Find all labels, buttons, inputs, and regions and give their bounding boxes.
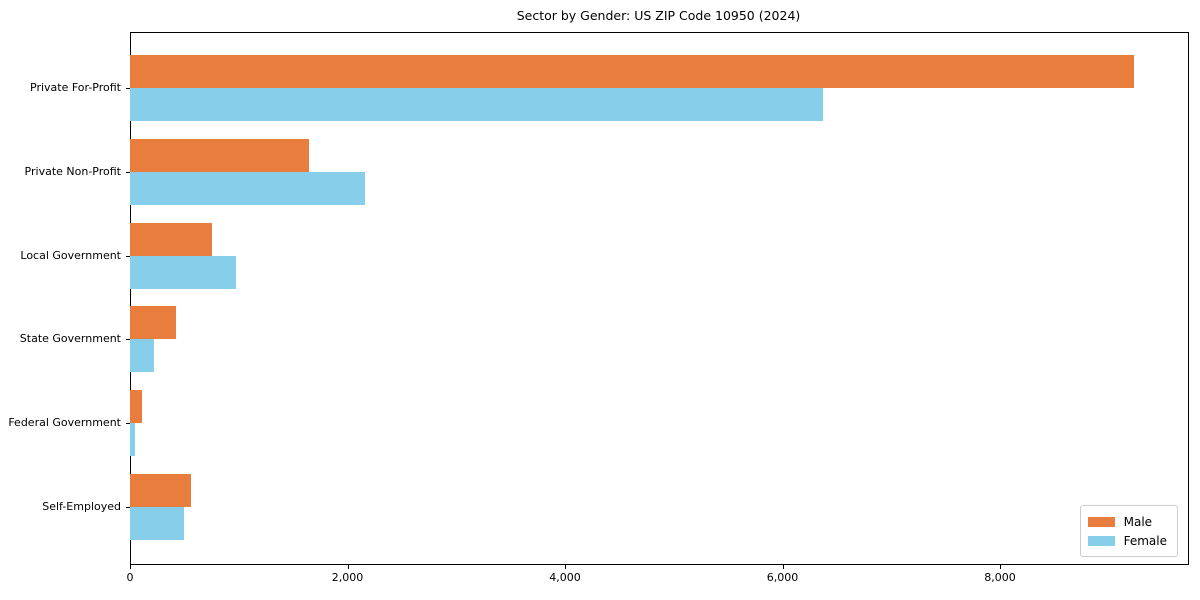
- y-tick-label-self-employed: Self-Employed: [42, 500, 121, 513]
- bar-female-state-government: [130, 339, 154, 373]
- x-tick-label-6-000: 6,000: [766, 571, 799, 584]
- y-tick-mark-self-employed: [126, 507, 130, 508]
- y-tick-mark-private-for-profit: [126, 88, 130, 89]
- bar-male-local-government: [130, 222, 213, 256]
- legend-swatch-male: [1087, 516, 1115, 527]
- y-tick-mark-state-government: [126, 339, 130, 341]
- chart-title: Sector by Gender: US ZIP Code 10950 (202…: [516, 8, 801, 23]
- x-tick-label-0: 0: [126, 571, 134, 584]
- y-tick-mark-private-non-profit: [126, 171, 130, 173]
- bar-male-self-employed: [130, 474, 191, 507]
- legend-label-male: Male: [1123, 514, 1153, 529]
- y-tick-label-state-government: State Government: [19, 332, 121, 346]
- y-tick-label-federal-government: Federal Government: [8, 416, 121, 430]
- x-tick-label-2-000: 2,000: [331, 571, 364, 584]
- legend-row-male: Male: [1087, 512, 1167, 531]
- bar-female-local-government: [130, 255, 236, 289]
- x-tick-mark-4-000: [565, 565, 566, 569]
- bar-male-private-non-profit: [130, 138, 310, 172]
- legend: Male Female: [1079, 505, 1178, 557]
- bar-female-self-employed: [130, 507, 185, 540]
- x-tick-mark-2-000: [347, 565, 349, 569]
- legend-label-female: Female: [1123, 533, 1167, 548]
- bar-male-federal-government: [130, 390, 142, 424]
- y-tick-label-local-government: Local Government: [20, 248, 121, 262]
- bar-female-federal-government: [130, 423, 136, 457]
- y-tick-mark-local-government: [126, 255, 130, 257]
- x-tick-label-8-000: 8,000: [984, 571, 1016, 584]
- y-tick-label-private-for-profit: Private For-Profit: [30, 81, 121, 94]
- x-tick-mark-8-000: [1000, 565, 1001, 569]
- bar-male-state-government: [130, 306, 177, 340]
- x-tick-mark-6-000: [782, 565, 784, 569]
- x-tick-mark-0: [130, 565, 131, 569]
- legend-swatch-female: [1087, 535, 1115, 546]
- bar-male-private-for-profit: [130, 55, 1134, 88]
- legend-row-female: Female: [1087, 531, 1167, 550]
- bar-female-private-for-profit: [130, 88, 823, 121]
- bar-female-private-non-profit: [130, 171, 365, 205]
- y-tick-label-private-non-profit: Private Non-Profit: [24, 164, 121, 178]
- x-tick-label-4-000: 4,000: [549, 571, 581, 584]
- y-tick-mark-federal-government: [126, 423, 130, 425]
